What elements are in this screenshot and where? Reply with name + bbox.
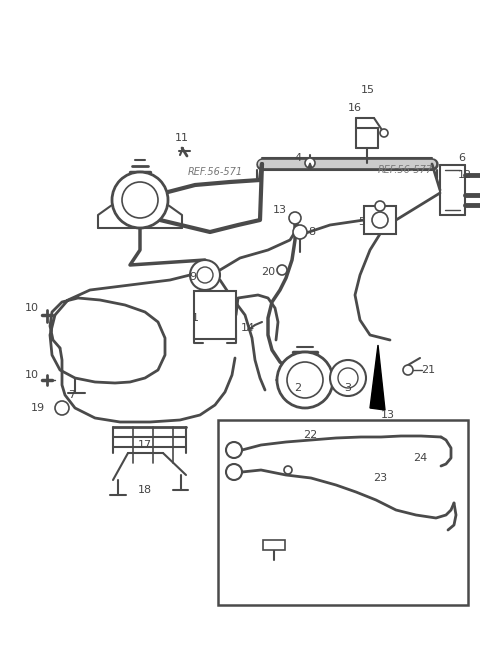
Text: 4: 4	[294, 153, 301, 163]
Circle shape	[226, 464, 242, 480]
Bar	[194, 291, 236, 339]
Circle shape	[293, 225, 307, 239]
Text: 1: 1	[192, 313, 199, 323]
Bar	[263, 540, 285, 550]
Text: 14: 14	[241, 323, 255, 333]
Text: 13: 13	[381, 410, 395, 420]
Circle shape	[122, 182, 158, 218]
Bar	[218, 420, 468, 605]
Circle shape	[55, 401, 69, 415]
Text: 24: 24	[413, 453, 427, 463]
Text: 2: 2	[294, 383, 301, 393]
Text: REF.56-571: REF.56-571	[187, 167, 242, 177]
Text: 3: 3	[345, 383, 351, 393]
Text: 5: 5	[359, 217, 365, 227]
Circle shape	[305, 158, 315, 168]
Circle shape	[197, 267, 213, 283]
Bar	[364, 206, 396, 234]
Text: 13: 13	[273, 205, 287, 215]
Text: REF.56-577: REF.56-577	[377, 165, 432, 175]
Circle shape	[277, 265, 287, 275]
Text: 12: 12	[458, 170, 472, 180]
Polygon shape	[308, 163, 312, 168]
Text: 17: 17	[138, 440, 152, 450]
Circle shape	[289, 212, 301, 224]
Text: 23: 23	[373, 473, 387, 483]
Circle shape	[330, 360, 366, 396]
Circle shape	[287, 362, 323, 398]
Circle shape	[380, 129, 388, 137]
Text: 9: 9	[190, 272, 197, 282]
Circle shape	[284, 466, 292, 474]
Text: 20: 20	[261, 267, 275, 277]
Circle shape	[403, 365, 413, 375]
Text: 22: 22	[303, 430, 317, 440]
Text: 6: 6	[458, 153, 466, 163]
Circle shape	[190, 260, 220, 290]
Text: 11: 11	[175, 133, 189, 143]
Text: 10: 10	[25, 303, 39, 313]
Text: 18: 18	[138, 485, 152, 495]
Text: 7: 7	[69, 390, 75, 400]
Circle shape	[112, 172, 168, 228]
Circle shape	[375, 201, 385, 211]
Circle shape	[226, 442, 242, 458]
Text: 21: 21	[421, 365, 435, 375]
Text: 15: 15	[361, 85, 375, 95]
Circle shape	[372, 212, 388, 228]
Text: 16: 16	[348, 103, 362, 113]
Circle shape	[338, 368, 358, 388]
Text: 19: 19	[31, 403, 45, 413]
Text: 10: 10	[25, 370, 39, 380]
Circle shape	[277, 352, 333, 408]
Polygon shape	[370, 345, 385, 410]
Text: 8: 8	[309, 227, 315, 237]
